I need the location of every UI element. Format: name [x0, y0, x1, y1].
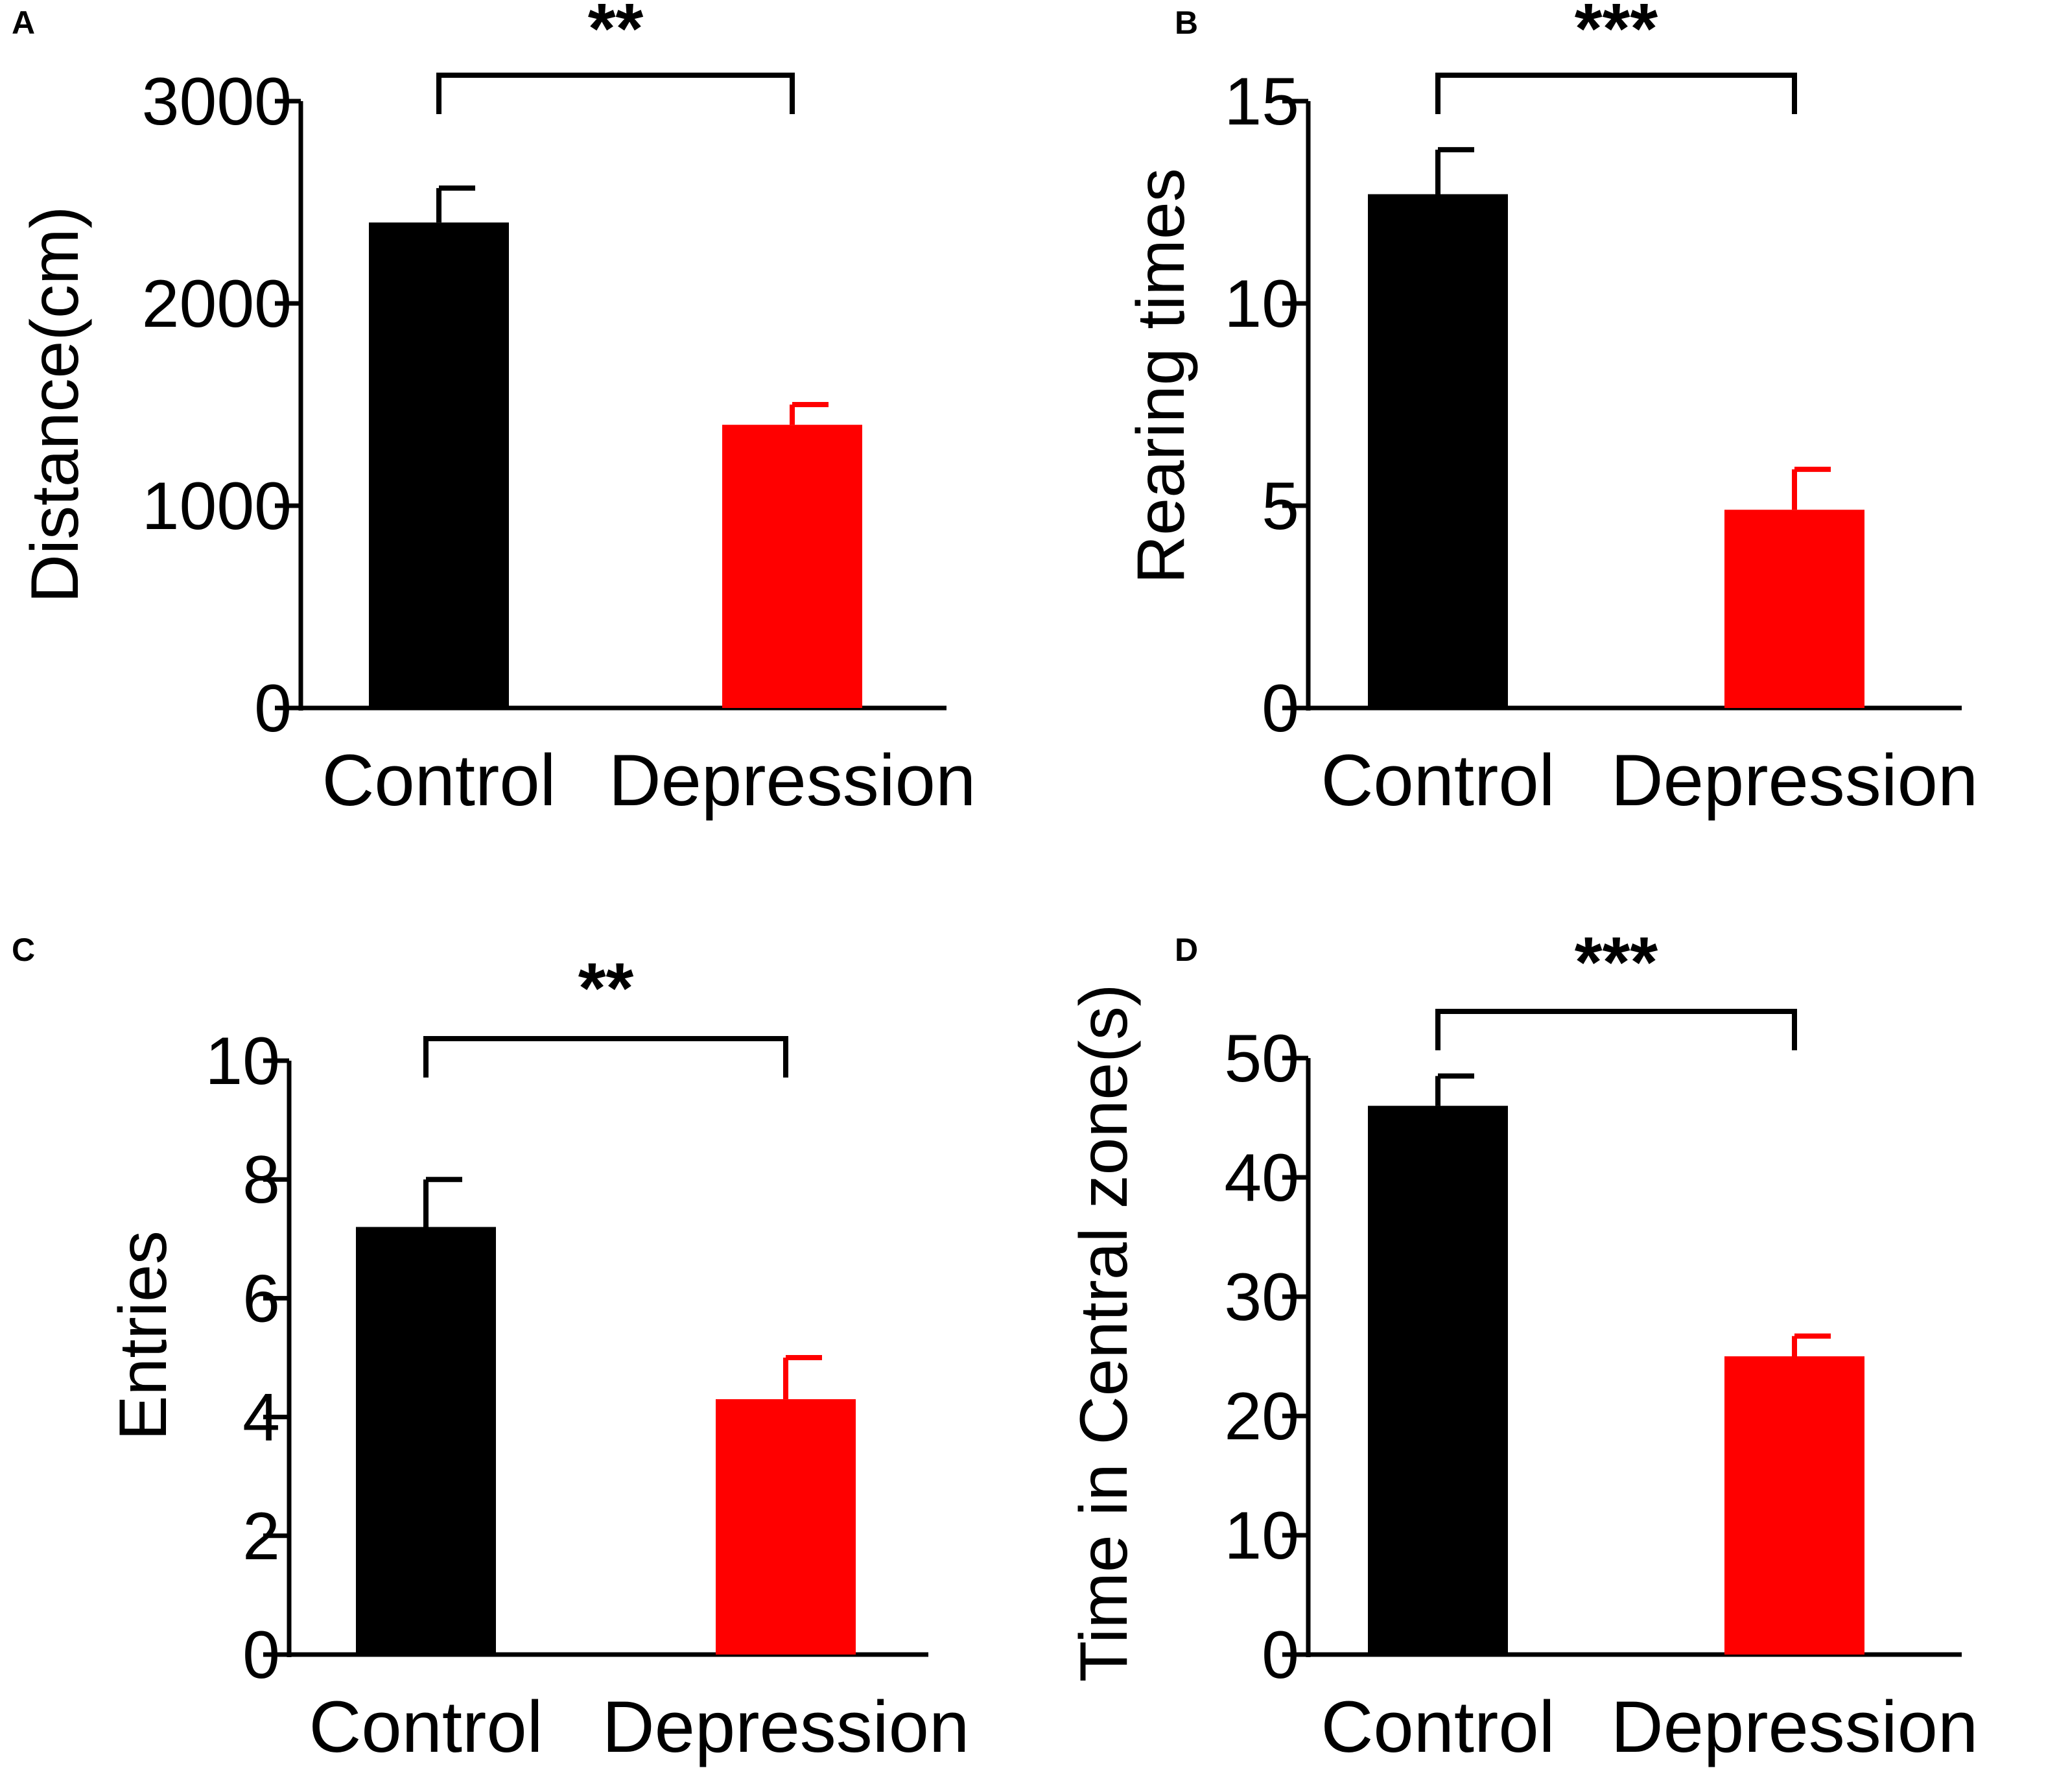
x-tick-label-d-depression: Depression — [1611, 1686, 1979, 1767]
y-tick-label-c-4: 4 — [242, 1380, 280, 1456]
y-axis-title-c: Entries — [106, 1231, 181, 1441]
y-tick-label-b-5: 5 — [1262, 469, 1299, 544]
error-bar-d-control — [1435, 1073, 1474, 1106]
y-tick-label-d-20: 20 — [1224, 1379, 1299, 1454]
significance-label-b: *** — [1575, 0, 1658, 69]
significance-bracket-c — [423, 1036, 788, 1078]
error-bar-d-depression — [1792, 1333, 1831, 1356]
y-axis-title-a: Distance(cm) — [18, 206, 93, 604]
error-bar-a-depression — [790, 402, 829, 425]
x-tick-label-a-control: Control — [322, 740, 556, 821]
y-tick-label-a-3000: 3000 — [142, 64, 292, 139]
significance-bracket-b — [1435, 73, 1797, 114]
x-tick-label-a-depression: Depression — [609, 740, 976, 821]
bar-a-control — [369, 222, 509, 708]
bar-b-depression — [1724, 510, 1864, 708]
error-bar-b-depression — [1792, 466, 1831, 510]
y-tick-label-d-30: 30 — [1224, 1260, 1299, 1335]
bar-b-control — [1368, 194, 1508, 708]
bar-d-control — [1368, 1105, 1508, 1655]
panel-letter-d: D — [1175, 932, 1198, 968]
error-bar-c-control — [423, 1177, 462, 1227]
y-tick-label-d-50: 50 — [1224, 1021, 1299, 1096]
y-tick-label-a-2000: 2000 — [142, 266, 292, 342]
y-axis-title-b: Rearing times — [1123, 168, 1199, 584]
panel-letter-b: B — [1175, 5, 1198, 41]
error-bar-a-control — [436, 185, 475, 223]
bar-c-control — [356, 1227, 496, 1655]
y-tick-label-b-10: 10 — [1224, 266, 1299, 342]
y-tick-label-d-10: 10 — [1224, 1498, 1299, 1574]
x-tick-label-b-control: Control — [1321, 740, 1555, 821]
y-tick-label-b-0: 0 — [1262, 671, 1299, 746]
y-tick-label-c-2: 2 — [242, 1499, 280, 1574]
panel-d: D 0 10 20 30 40 50 Time in Central zone(s) Contr… — [1066, 923, 1978, 1767]
error-bar-b-control — [1435, 147, 1474, 195]
significance-label-d: *** — [1575, 923, 1658, 1002]
y-tick-label-d-40: 40 — [1224, 1140, 1299, 1216]
y-tick-label-c-6: 6 — [242, 1261, 280, 1336]
y-tick-label-b-15: 15 — [1224, 64, 1299, 139]
error-bar-c-depression — [783, 1355, 822, 1400]
x-tick-label-b-depression: Depression — [1611, 740, 1979, 821]
significance-bracket-d — [1435, 1009, 1797, 1050]
x-tick-label-c-control: Control — [309, 1686, 543, 1767]
panel-b: B 0 5 10 15 Rearing times Control Depression *** — [1123, 0, 1978, 821]
panel-a: A 0 1000 2000 3000 Distance(cm) Control Depress… — [12, 0, 976, 821]
x-tick-label-d-control: Control — [1321, 1686, 1555, 1767]
significance-label-a: ** — [588, 0, 644, 69]
panel-letter-c: C — [12, 932, 35, 968]
y-tick-label-d-0: 0 — [1262, 1618, 1299, 1693]
significance-label-c: ** — [578, 949, 634, 1028]
y-tick-label-c-8: 8 — [242, 1142, 280, 1218]
significance-bracket-a — [436, 73, 795, 114]
y-tick-label-c-0: 0 — [242, 1618, 280, 1693]
x-tick-label-c-depression: Depression — [602, 1686, 970, 1767]
y-tick-label-c-10: 10 — [205, 1024, 280, 1099]
bar-a-depression — [722, 425, 862, 708]
panel-c: C 0 2 4 6 8 10 Entries Control Depression ** — [12, 932, 969, 1767]
y-axis-title-d: Time in Central zone(s) — [1066, 984, 1142, 1682]
y-tick-label-a-0: 0 — [254, 671, 292, 746]
y-tick-label-a-1000: 1000 — [142, 469, 292, 544]
panel-letter-a: A — [12, 5, 35, 41]
bar-d-depression — [1724, 1356, 1864, 1655]
bar-c-depression — [716, 1399, 856, 1655]
